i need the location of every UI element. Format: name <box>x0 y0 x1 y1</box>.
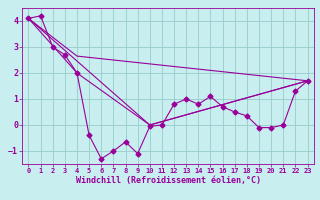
X-axis label: Windchill (Refroidissement éolien,°C): Windchill (Refroidissement éolien,°C) <box>76 176 260 185</box>
